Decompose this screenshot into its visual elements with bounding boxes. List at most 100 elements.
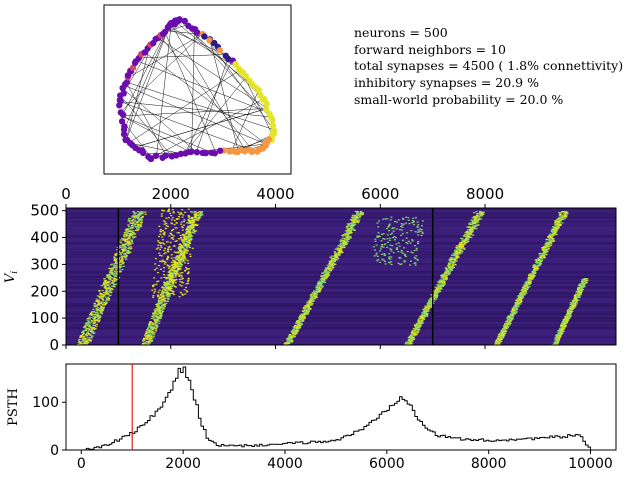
raster-spike (377, 236, 380, 238)
raster-spike (413, 256, 416, 259)
network-edge (139, 54, 225, 59)
raster-spike (520, 292, 523, 294)
raster-spike (83, 336, 86, 338)
raster-spike (290, 336, 293, 338)
raster-spike (342, 241, 345, 243)
raster-spike (77, 342, 81, 344)
raster-spike (400, 249, 403, 252)
raster-spike (388, 223, 391, 225)
raster-spike (167, 217, 170, 219)
raster-spike (411, 221, 414, 224)
raster-spike (351, 227, 354, 229)
raster-spike (169, 248, 172, 251)
raster-spike (413, 245, 416, 247)
raster-spike (107, 275, 110, 277)
raster-spike (100, 309, 104, 311)
raster-spike (504, 324, 507, 326)
raster-spike (465, 232, 469, 235)
raster-spike (455, 260, 458, 262)
raster-spike (87, 332, 90, 335)
raster-spike (182, 277, 185, 280)
raster-spike (421, 322, 424, 324)
raster-spike (312, 292, 315, 294)
raster-spike (390, 216, 393, 218)
raster-spike (546, 243, 549, 245)
raster-spike (509, 322, 512, 324)
raster-spike (328, 263, 331, 265)
raster-spike (288, 342, 291, 344)
raster-spike (158, 252, 161, 254)
raster-spike (171, 269, 174, 271)
raster-spike (514, 311, 517, 314)
raster-spike (158, 301, 161, 303)
raster-spike (129, 220, 132, 222)
raster-spike (543, 249, 546, 251)
raster-spike (443, 280, 446, 282)
raster-spike (383, 238, 386, 240)
raster-spike (182, 260, 185, 262)
raster-spike (410, 230, 413, 232)
raster-spike (494, 343, 497, 345)
raster-spike (163, 303, 166, 305)
raster-spike (347, 228, 350, 230)
raster-spike (395, 228, 398, 230)
raster-spike (124, 235, 127, 237)
raster-spike (163, 223, 166, 225)
raster-spike (559, 327, 562, 329)
raster-spike (153, 331, 156, 334)
raster-spike (157, 244, 160, 246)
raster-spike (415, 255, 418, 257)
raster-spike (123, 250, 126, 252)
raster-spike (189, 233, 192, 235)
raster-spike (401, 233, 404, 235)
raster-spike (189, 237, 192, 239)
raster-spike (148, 336, 151, 338)
raster-spike (550, 234, 553, 236)
raster-spike (182, 246, 185, 248)
raster-spike (186, 268, 189, 270)
raster-spike (122, 265, 125, 267)
raster-spike (526, 286, 530, 288)
raster-spike (87, 342, 90, 344)
raster-spike (390, 263, 393, 266)
raster-spike (154, 310, 157, 312)
raster-spike (578, 296, 581, 298)
raster-spike (187, 277, 190, 280)
raster-spike (157, 305, 160, 307)
raster-spike (157, 247, 160, 249)
raster-spike (447, 272, 450, 274)
raster-spike (423, 308, 426, 310)
raster-spike (557, 333, 560, 335)
raster-spike (169, 283, 172, 285)
raster-spike (163, 249, 166, 252)
raster-spike (412, 224, 415, 226)
raster-spike (312, 300, 315, 302)
raster-band (66, 336, 616, 339)
raster-spike (292, 335, 296, 337)
raster-spike (564, 212, 567, 214)
raster-spike (430, 294, 433, 296)
raster-spike (325, 267, 328, 269)
raster-spike (547, 236, 551, 238)
raster-spike (162, 293, 165, 295)
raster-spike (167, 225, 170, 227)
raster-spike (441, 275, 444, 277)
raster-vertical-markers (117, 208, 434, 345)
raster-spike (440, 283, 443, 285)
raster-spike (181, 260, 184, 263)
raster-spike (170, 274, 173, 276)
raster-spike (144, 342, 147, 344)
raster-spike (133, 214, 136, 216)
raster-spike (351, 225, 354, 228)
raster-spike (155, 327, 158, 329)
raster-spike (157, 308, 160, 310)
raster-spike (475, 210, 478, 213)
raster-spike (378, 250, 381, 252)
raster-spike (334, 263, 337, 265)
raster-spike (308, 308, 312, 310)
raster-spike (511, 317, 514, 319)
raster-spike (585, 278, 589, 280)
raster-spike (451, 267, 454, 270)
raster-spike (162, 287, 165, 289)
raster-spike (447, 266, 451, 268)
